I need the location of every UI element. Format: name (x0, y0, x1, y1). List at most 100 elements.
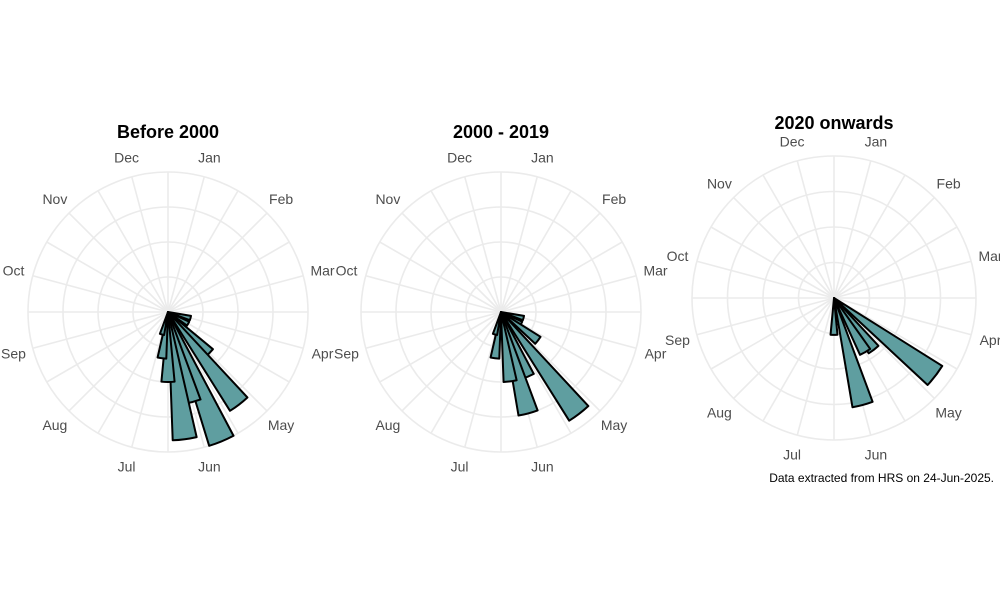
month-label-nov: Nov (42, 191, 67, 207)
bar-9 (491, 311, 502, 337)
month-label-nov: Nov (707, 175, 732, 191)
grid-spoke (167, 212, 268, 313)
grid-spoke (500, 190, 572, 313)
month-label-aug: Aug (42, 417, 67, 433)
month-label-feb: Feb (269, 191, 293, 207)
grid-spoke (379, 241, 502, 313)
grid-spoke (710, 226, 835, 299)
month-label-may: May (601, 417, 627, 433)
grid-spoke (500, 176, 539, 313)
grid-spoke (430, 190, 502, 313)
grid-spoke (130, 176, 169, 313)
grid-spoke (401, 311, 502, 412)
grid-spoke (833, 297, 972, 336)
month-label-apr: Apr (645, 345, 667, 361)
grid-spoke (430, 311, 502, 434)
polar-chart-1: Jan Feb Mar Apr May Jun Jul Aug Sep Oct Nov Dec Befo… (1, 122, 335, 475)
grid-spoke (833, 260, 972, 299)
month-label-dec: Dec (447, 150, 472, 166)
month-label-sep: Sep (665, 332, 690, 348)
month-label-jul: Jul (783, 447, 801, 463)
month-label-apr: Apr (312, 345, 334, 361)
grid-spoke (365, 274, 502, 313)
grid-spoke (733, 297, 835, 399)
grid-spoke (710, 297, 835, 370)
month-label-aug: Aug (707, 405, 732, 421)
month-label-sep: Sep (334, 345, 359, 361)
polar-chart-2: Jan Feb Mar Apr May Jun Jul Aug Sep Oct Nov Dec 2000… (334, 122, 668, 475)
grid-spoke (46, 311, 169, 383)
bar-4 (500, 311, 590, 422)
month-label-may: May (935, 405, 961, 421)
month-label-jul: Jul (118, 459, 136, 475)
grid-spoke (97, 311, 169, 434)
bar-5 (829, 297, 839, 336)
grid-spoke (167, 190, 239, 313)
panel-title: 2000 - 2019 (453, 122, 549, 142)
month-label-oct: Oct (336, 263, 358, 279)
month-label-jan: Jan (198, 150, 221, 166)
month-label-jun: Jun (865, 447, 888, 463)
data-source-caption: Data extracted from HRS on 24-Jun-2025. (769, 471, 994, 485)
bar-7 (167, 311, 198, 442)
bar-4 (833, 297, 874, 409)
month-label-oct: Oct (667, 248, 689, 264)
bars (489, 311, 590, 422)
month-label-aug: Aug (375, 417, 400, 433)
month-label-mar: Mar (310, 263, 334, 279)
grid-spoke (696, 297, 835, 336)
bar-1 (833, 297, 944, 386)
grid-spoke (796, 160, 835, 299)
bar-7 (500, 311, 518, 383)
grid-spoke (762, 174, 835, 299)
bar-3 (833, 297, 872, 356)
month-labels: Jan Feb Mar Apr May Jun Jul Aug Sep Oct Nov Dec (334, 150, 668, 475)
grid-spoke (833, 160, 872, 299)
bar-8 (160, 311, 176, 384)
bar-4 (167, 311, 249, 412)
grid-spoke (379, 311, 502, 383)
grid-spoke (463, 176, 502, 313)
month-label-sep: Sep (1, 345, 26, 361)
month-label-jun: Jun (531, 459, 554, 475)
grid-spoke (68, 311, 169, 412)
bar-10 (158, 311, 169, 337)
month-labels: Jan Feb Mar Apr May Jun Jul Aug Sep Oct Nov Dec (665, 134, 1000, 463)
month-label-nov: Nov (375, 191, 400, 207)
grid-spoke (500, 241, 623, 313)
bar-6 (500, 311, 539, 417)
grid-spoke (365, 311, 502, 350)
bar-3 (500, 311, 542, 345)
month-label-feb: Feb (602, 191, 626, 207)
grid-spoke (68, 212, 169, 313)
month-label-apr: Apr (980, 332, 1000, 348)
month-label-jul: Jul (451, 459, 469, 475)
grid-spoke (32, 311, 169, 350)
month-label-feb: Feb (937, 175, 961, 191)
grid-spoke (696, 260, 835, 299)
grid-spoke (833, 226, 958, 299)
grid-spoke (500, 274, 637, 313)
month-label-jun: Jun (198, 459, 221, 475)
grid-spoke (401, 212, 502, 313)
bar-2 (833, 297, 880, 355)
grid-spoke (762, 297, 835, 422)
grid (691, 155, 977, 441)
grid-spoke (833, 174, 906, 299)
month-label-dec: Dec (780, 134, 805, 150)
grid-spoke (46, 241, 169, 313)
month-label-jan: Jan (865, 134, 888, 150)
grid-spoke (733, 197, 835, 299)
month-label-dec: Dec (114, 150, 139, 166)
bar-5 (167, 311, 235, 447)
grid-spoke (167, 241, 290, 313)
grid-spoke (796, 297, 835, 436)
grid-spoke (500, 212, 601, 313)
panel-title: Before 2000 (117, 122, 219, 142)
month-label-jan: Jan (531, 150, 554, 166)
grid-spoke (167, 176, 206, 313)
bars (829, 297, 944, 409)
month-label-mar: Mar (643, 263, 667, 279)
month-label-may: May (268, 417, 294, 433)
